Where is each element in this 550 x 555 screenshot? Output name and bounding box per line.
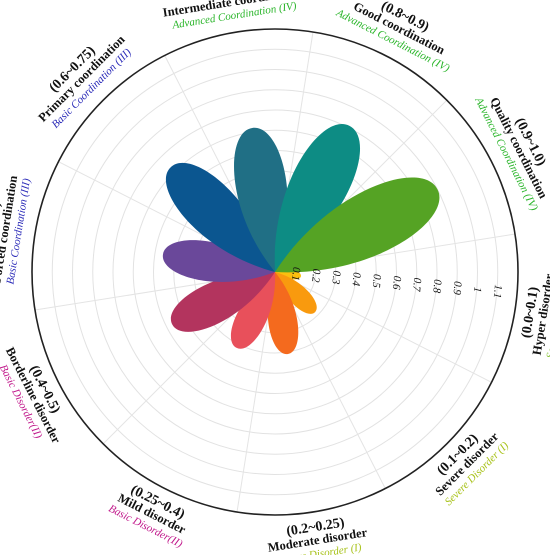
radial-tick-label: 0.1 bbox=[289, 266, 302, 281]
petal-layer bbox=[162, 124, 440, 355]
radial-tick-label: 0.3 bbox=[329, 270, 342, 285]
petal-5 bbox=[170, 271, 275, 332]
tick-layer: 0.1 0.2 0.3 0.4 0.5 0.6 0.7 0.8 0.9 1 1.1 bbox=[289, 266, 504, 298]
petal-6 bbox=[162, 240, 275, 282]
category-level-label: Primary coordination bbox=[35, 32, 127, 124]
grid-ring bbox=[112, 109, 438, 435]
radial-tick-label: 0.2 bbox=[309, 268, 322, 283]
radial-tick-label: 1 bbox=[471, 286, 483, 293]
grid-ring bbox=[51, 48, 499, 496]
radial-tick-label: 0.8 bbox=[430, 279, 443, 294]
radial-tick-label: 1.1 bbox=[491, 284, 504, 299]
outer-ring bbox=[31, 28, 519, 516]
radial-tick-label: 0.9 bbox=[450, 281, 463, 296]
petal-4 bbox=[230, 272, 276, 349]
petal-2 bbox=[275, 272, 317, 314]
petal-8 bbox=[234, 127, 288, 272]
petal-10 bbox=[275, 177, 440, 273]
petal-7 bbox=[165, 162, 275, 272]
petal-3 bbox=[267, 272, 299, 355]
radial-tick-label: 0.4 bbox=[350, 272, 363, 287]
radial-tick-label: 0.7 bbox=[410, 277, 423, 292]
radial-tick-label: 0.5 bbox=[370, 273, 383, 288]
petal-9 bbox=[274, 124, 361, 272]
grid-ring bbox=[92, 89, 458, 455]
grid-ring bbox=[132, 129, 418, 415]
grid-ring bbox=[72, 69, 478, 475]
grid-spoke bbox=[274, 271, 492, 383]
radial-tick-label: 0.6 bbox=[390, 275, 403, 290]
